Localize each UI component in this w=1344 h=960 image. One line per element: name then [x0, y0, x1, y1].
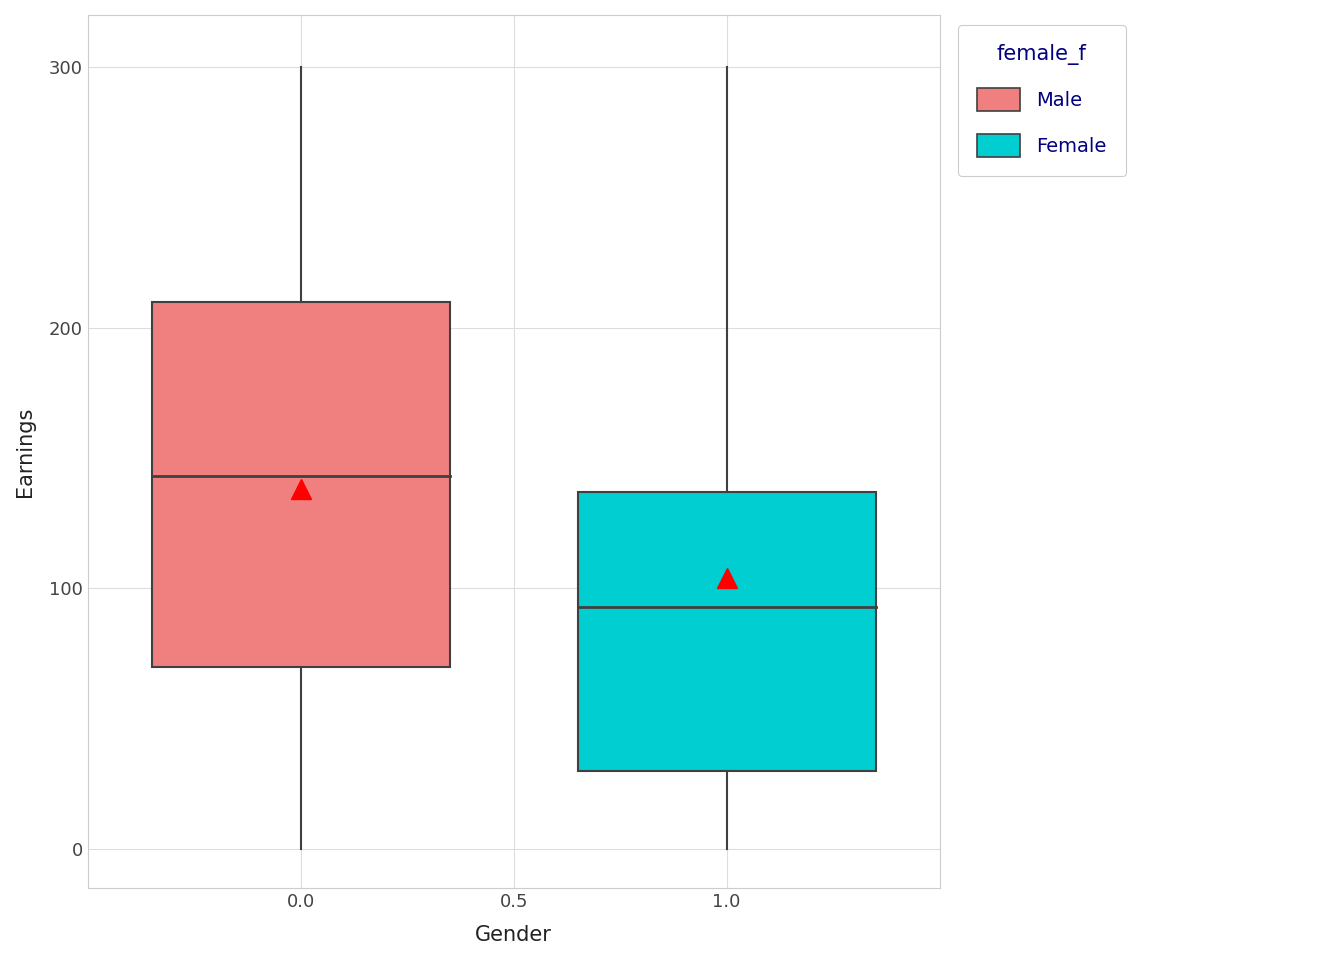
Bar — [152, 301, 450, 666]
X-axis label: Gender: Gender — [476, 925, 552, 945]
Y-axis label: Earnings: Earnings — [15, 406, 35, 497]
Legend: Male, Female: Male, Female — [958, 25, 1125, 177]
Bar — [578, 492, 876, 771]
